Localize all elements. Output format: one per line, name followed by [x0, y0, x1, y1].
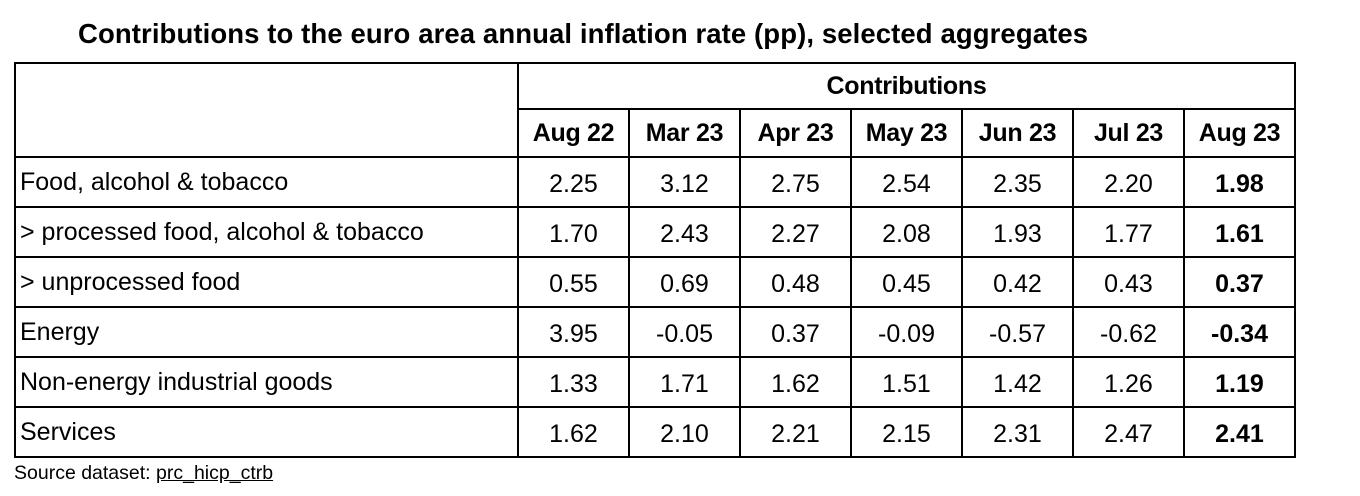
- row-label: > processed food, alcohol & tobacco: [14, 206, 519, 258]
- month-header: Aug 23: [1183, 108, 1296, 158]
- source-note: Source dataset: prc_hicp_ctrb: [14, 462, 273, 485]
- table-cell: 0.55: [517, 256, 630, 308]
- month-header: Mar 23: [628, 108, 741, 158]
- table-cell-latest: 1.61: [1183, 206, 1296, 258]
- table-cell-latest: 1.98: [1183, 156, 1296, 208]
- table-cell: 1.93: [961, 206, 1074, 258]
- table-cell-latest: 2.41: [1183, 406, 1296, 458]
- table-cell: 3.95: [517, 306, 630, 358]
- table-cell: 2.43: [628, 206, 741, 258]
- table-cell: -0.62: [1072, 306, 1185, 358]
- table-cell: 0.43: [1072, 256, 1185, 308]
- table-cell: 2.27: [739, 206, 852, 258]
- header-corner-cell: [14, 62, 519, 158]
- table-cell: 1.42: [961, 356, 1074, 408]
- row-label: > unprocessed food: [14, 256, 519, 308]
- month-header: Jun 23: [961, 108, 1074, 158]
- table-row: Non-energy industrial goods 1.33 1.71 1.…: [14, 356, 1296, 408]
- table-cell: -0.05: [628, 306, 741, 358]
- table-title: Contributions to the euro area annual in…: [78, 18, 1089, 49]
- table-cell: 2.35: [961, 156, 1074, 208]
- table-cell: 2.10: [628, 406, 741, 458]
- month-header: Aug 22: [517, 108, 630, 158]
- table-cell: 2.15: [850, 406, 963, 458]
- table-cell: 3.12: [628, 156, 741, 208]
- row-label: Services: [14, 406, 519, 458]
- table-cell: -0.57: [961, 306, 1074, 358]
- table-cell: 2.47: [1072, 406, 1185, 458]
- header-row-group: Contributions: [14, 62, 1296, 158]
- table-cell: 2.08: [850, 206, 963, 258]
- table-cell: 2.21: [739, 406, 852, 458]
- month-header: Jul 23: [1072, 108, 1185, 158]
- contributions-table: Contributions Aug 22 Mar 23 Apr 23 May 2…: [14, 62, 1296, 458]
- table-cell-latest: 1.19: [1183, 356, 1296, 408]
- table-cell: 2.31: [961, 406, 1074, 458]
- row-label: Energy: [14, 306, 519, 358]
- table-cell-latest: -0.34: [1183, 306, 1296, 358]
- table-cell: 2.25: [517, 156, 630, 208]
- table-cell: 1.33: [517, 356, 630, 408]
- table-cell: 2.20: [1072, 156, 1185, 208]
- table-row: Food, alcohol & tobacco 2.25 3.12 2.75 2…: [14, 156, 1296, 208]
- table-cell-latest: 0.37: [1183, 256, 1296, 308]
- table-cell: 1.26: [1072, 356, 1185, 408]
- table-cell: 1.62: [739, 356, 852, 408]
- table-cell: 1.62: [517, 406, 630, 458]
- month-header: May 23: [850, 108, 963, 158]
- table-cell: -0.09: [850, 306, 963, 358]
- table-cell: 1.70: [517, 206, 630, 258]
- table-cell: 0.48: [739, 256, 852, 308]
- table-cell: 2.75: [739, 156, 852, 208]
- contributions-header: Contributions: [517, 62, 1296, 110]
- source-prefix: Source dataset:: [14, 462, 157, 484]
- table-cell: 0.37: [739, 306, 852, 358]
- row-label: Non-energy industrial goods: [14, 356, 519, 408]
- month-header: Apr 23: [739, 108, 852, 158]
- table-row: Services 1.62 2.10 2.21 2.15 2.31 2.47 2…: [14, 406, 1296, 458]
- table-cell: 1.77: [1072, 206, 1185, 258]
- table-cell: 1.71: [628, 356, 741, 408]
- table-cell: 0.45: [850, 256, 963, 308]
- table-cell: 2.54: [850, 156, 963, 208]
- table-cell: 0.42: [961, 256, 1074, 308]
- table-cell: 0.69: [628, 256, 741, 308]
- table-cell: 1.51: [850, 356, 963, 408]
- table-row: > processed food, alcohol & tobacco 1.70…: [14, 206, 1296, 258]
- row-label: Food, alcohol & tobacco: [14, 156, 519, 208]
- header-row-months: Aug 22 Mar 23 Apr 23 May 23 Jun 23 Jul 2…: [15, 108, 1296, 158]
- table-row: Energy 3.95 -0.05 0.37 -0.09 -0.57 -0.62…: [14, 306, 1296, 358]
- table-row: > unprocessed food 0.55 0.69 0.48 0.45 0…: [14, 256, 1296, 308]
- source-dataset-link[interactable]: prc_hicp_ctrb: [156, 462, 274, 484]
